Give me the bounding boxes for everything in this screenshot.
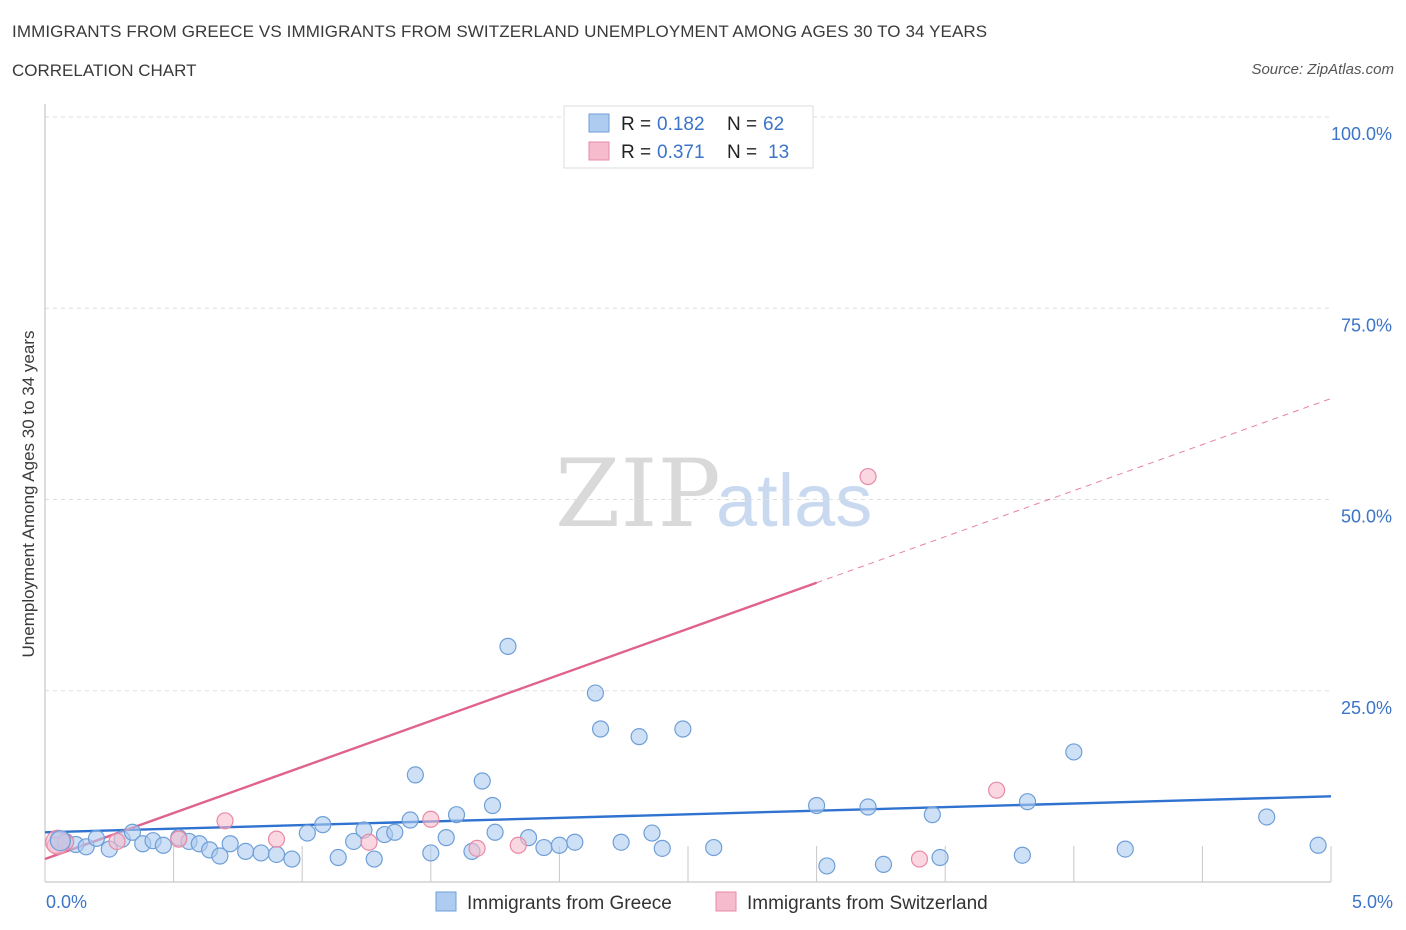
legend-swatch-switzerland: [588, 141, 610, 161]
greece-point: [550, 836, 569, 854]
greece-point: [1258, 808, 1276, 826]
legend-r-label-greece: R =: [621, 114, 651, 135]
y-tick-label: 50.0%: [1341, 507, 1392, 527]
x-tick-label-min: 0.0%: [46, 892, 87, 912]
greece-point: [401, 811, 419, 829]
greece-point: [447, 806, 466, 824]
switzerland-point: [988, 781, 1006, 799]
switzerland-point: [468, 839, 486, 857]
trend-line-switzerland: [44, 581, 818, 861]
scatter-points: [45, 108, 1327, 875]
trend-line-greece: [44, 795, 1332, 834]
axes: [44, 104, 1332, 883]
switzerland-point: [216, 812, 234, 830]
watermark-zip: ZIP: [555, 440, 721, 549]
greece-point: [473, 772, 491, 790]
switzerland-point: [910, 850, 929, 868]
x-tick-label-max: 5.0%: [1352, 892, 1393, 912]
greece-point: [123, 823, 142, 841]
legend-r-value-switzerland: 0.371: [657, 142, 705, 163]
bottom-legend-swatch-switzerland: [715, 891, 737, 912]
greece-point: [923, 806, 941, 824]
greece-point: [818, 857, 836, 875]
bottom-legend-label-greece: Immigrants from Greece: [467, 893, 672, 914]
legend-n-label-greece: N =: [727, 114, 757, 135]
greece-point: [437, 829, 455, 847]
watermark-atlas: atlas: [716, 459, 872, 542]
greece-point: [314, 816, 332, 834]
y-tick-label: 100.0%: [1331, 124, 1392, 144]
legend-n-value-switzerland: 13: [768, 142, 789, 163]
greece-point: [591, 720, 610, 738]
bottom-legend-label-switzerland: Immigrants from Switzerland: [747, 893, 988, 914]
greece-point: [1065, 743, 1083, 761]
greece-point: [859, 798, 877, 816]
greece-point: [653, 839, 671, 857]
greece-point: [386, 823, 404, 841]
legend-r-label-switzerland: R =: [621, 142, 651, 163]
greece-point: [1116, 840, 1134, 858]
greece-point: [807, 796, 826, 815]
greece-point: [365, 850, 383, 868]
greece-point: [422, 844, 440, 862]
greece-point: [237, 842, 255, 861]
greece-point: [252, 844, 270, 862]
greece-point: [566, 833, 584, 851]
chart-subtitle: CORRELATION CHART: [12, 61, 197, 80]
greece-point: [705, 838, 723, 857]
greece-point: [283, 850, 301, 868]
greece-point: [154, 836, 172, 854]
legend-swatch-greece: [588, 113, 610, 133]
greece-point: [87, 829, 106, 847]
greece-point: [267, 845, 286, 864]
greece-point: [486, 823, 504, 841]
correlation-legend: R = 0.182 N = 62 R = 0.371 N = 13: [563, 105, 814, 169]
y-axis-label: Unemployment Among Ages 30 to 34 years: [19, 331, 38, 658]
bottom-legend-swatch-greece: [435, 891, 457, 912]
greece-point: [499, 637, 517, 655]
trend-line-extension-switzerland: [816, 398, 1332, 584]
greece-cluster-point: [49, 830, 72, 852]
greece-point: [630, 728, 648, 746]
greece-point: [674, 720, 692, 738]
greece-point: [483, 796, 502, 815]
greece-point: [1013, 846, 1031, 864]
greece-point: [586, 684, 605, 702]
source-label: Source: ZipAtlas.com: [1251, 61, 1394, 78]
greece-point: [1018, 793, 1037, 811]
series-legend: Immigrants from Greece Immigrants from S…: [435, 891, 988, 914]
switzerland-point: [422, 810, 440, 828]
greece-point: [874, 855, 893, 874]
switzerland-point: [360, 833, 378, 851]
greece-point: [211, 847, 229, 865]
y-tick-label: 75.0%: [1341, 315, 1392, 335]
switzerland-point: [170, 830, 188, 848]
legend-n-value-greece: 62: [763, 114, 784, 135]
chart-title: IMMIGRANTS FROM GREECE VS IMMIGRANTS FRO…: [12, 22, 988, 41]
greece-point: [931, 848, 949, 867]
y-tick-label: 25.0%: [1341, 698, 1392, 718]
trend-lines: [44, 398, 1332, 861]
tick-labels: 25.0% 50.0% 75.0% 100.0% 0.0% 5.0%: [46, 124, 1393, 912]
greece-point: [535, 838, 553, 857]
legend-r-value-greece: 0.182: [657, 114, 705, 135]
switzerland-point: [267, 830, 286, 848]
greece-point: [612, 833, 630, 851]
legend-n-label-switzerland: N =: [727, 142, 757, 163]
greece-point: [406, 766, 424, 784]
greece-point: [298, 824, 316, 842]
gridlines: [45, 116, 1331, 692]
greece-point: [1309, 836, 1327, 854]
greece-point: [329, 848, 347, 867]
greece-point: [643, 824, 661, 842]
switzerland-point: [859, 467, 877, 486]
switzerland-point: [509, 836, 527, 854]
switzerland-point: [108, 832, 126, 851]
greece-point: [221, 835, 239, 853]
